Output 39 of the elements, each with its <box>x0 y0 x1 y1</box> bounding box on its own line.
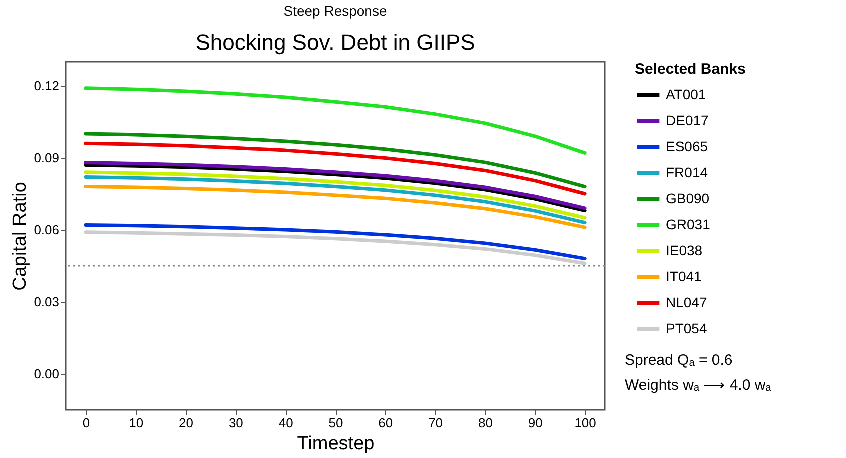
legend-label: GB090 <box>666 190 710 206</box>
legend-title: Selected Banks <box>635 61 746 78</box>
legend-label: NL047 <box>666 294 708 310</box>
x-tick-label: 60 <box>378 416 394 430</box>
x-tick-label: 100 <box>574 416 596 430</box>
y-tick-label: 0.12 <box>34 78 60 94</box>
chart-subtitle: Steep Response <box>284 3 388 19</box>
chart-title: Shocking Sov. Debt in GIIPS <box>196 30 476 55</box>
legend-label: PT054 <box>666 320 708 336</box>
text: Weights wₐ ⟶ 4.0 wₐ <box>625 377 772 394</box>
x-axis-title: Timestep <box>297 434 375 454</box>
x-tick-label: 70 <box>428 416 444 430</box>
legend-label: AT001 <box>666 86 706 102</box>
line-series <box>84 223 587 261</box>
x-tick-label: 80 <box>478 416 493 430</box>
legend-label: GR031 <box>666 216 711 232</box>
x-tick-label: 20 <box>179 416 194 430</box>
y-axis-title: Capital Ratio <box>10 182 32 291</box>
legend-label: DE017 <box>666 112 710 128</box>
line-series <box>84 142 587 196</box>
line-series <box>84 230 587 266</box>
legend-label: ES065 <box>666 138 708 154</box>
line-series <box>84 132 587 189</box>
x-tick-label: 50 <box>328 416 344 430</box>
line-series <box>84 185 587 230</box>
legend-label: FR014 <box>666 164 708 180</box>
x-tick-label: 10 <box>129 416 144 430</box>
line-series <box>84 86 587 155</box>
x-tick-label: 0 <box>82 416 90 430</box>
text: Spread Qₐ = 0.6 <box>625 352 733 369</box>
legend-label: IT041 <box>666 268 702 284</box>
y-tick-label: 0.00 <box>34 366 60 382</box>
x-tick-label: 40 <box>278 416 294 430</box>
x-tick-label: 30 <box>228 416 244 430</box>
legend-label: IE038 <box>666 242 703 258</box>
x-tick-label: 90 <box>528 416 543 430</box>
y-tick-label: 0.06 <box>34 222 60 238</box>
y-tick-label: 0.09 <box>34 150 60 166</box>
y-tick-label: 0.03 <box>34 294 60 310</box>
